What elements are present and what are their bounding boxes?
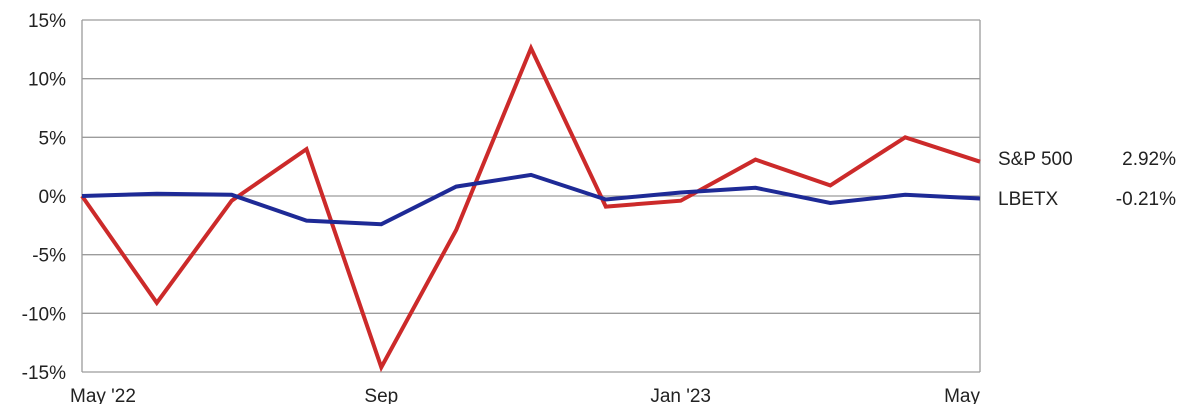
y-tick-label: -5% — [32, 246, 66, 267]
series-line-lbetx — [81, 172, 981, 227]
x-tick-label: Jan '23 — [650, 386, 711, 404]
legend-series-value: -0.21% — [1116, 189, 1176, 210]
x-tick-label: May — [944, 386, 980, 404]
y-tick-label: 15% — [28, 11, 66, 32]
x-tick-label: May '22 — [70, 386, 136, 404]
y-tick-label: -10% — [22, 304, 66, 325]
y-tick-label: 0% — [39, 187, 67, 208]
series-line-s-p-500 — [80, 43, 981, 373]
legend-series-value: 2.92% — [1122, 149, 1176, 170]
legend: S&P 500 2.92% LBETX -0.21% — [998, 149, 1176, 210]
series-lines — [80, 43, 981, 373]
legend-series-name: LBETX — [998, 189, 1059, 210]
y-tick-label: -15% — [22, 363, 66, 384]
legend-series-name: S&P 500 — [998, 149, 1073, 170]
y-tick-label: 10% — [28, 70, 66, 91]
axes: 15% 10% 5% 0% -5% -10% -15%May '22 Sep Jan '23 Ma… — [22, 11, 981, 404]
y-tick-label: 5% — [39, 128, 67, 149]
x-tick-label: Sep — [364, 386, 398, 404]
